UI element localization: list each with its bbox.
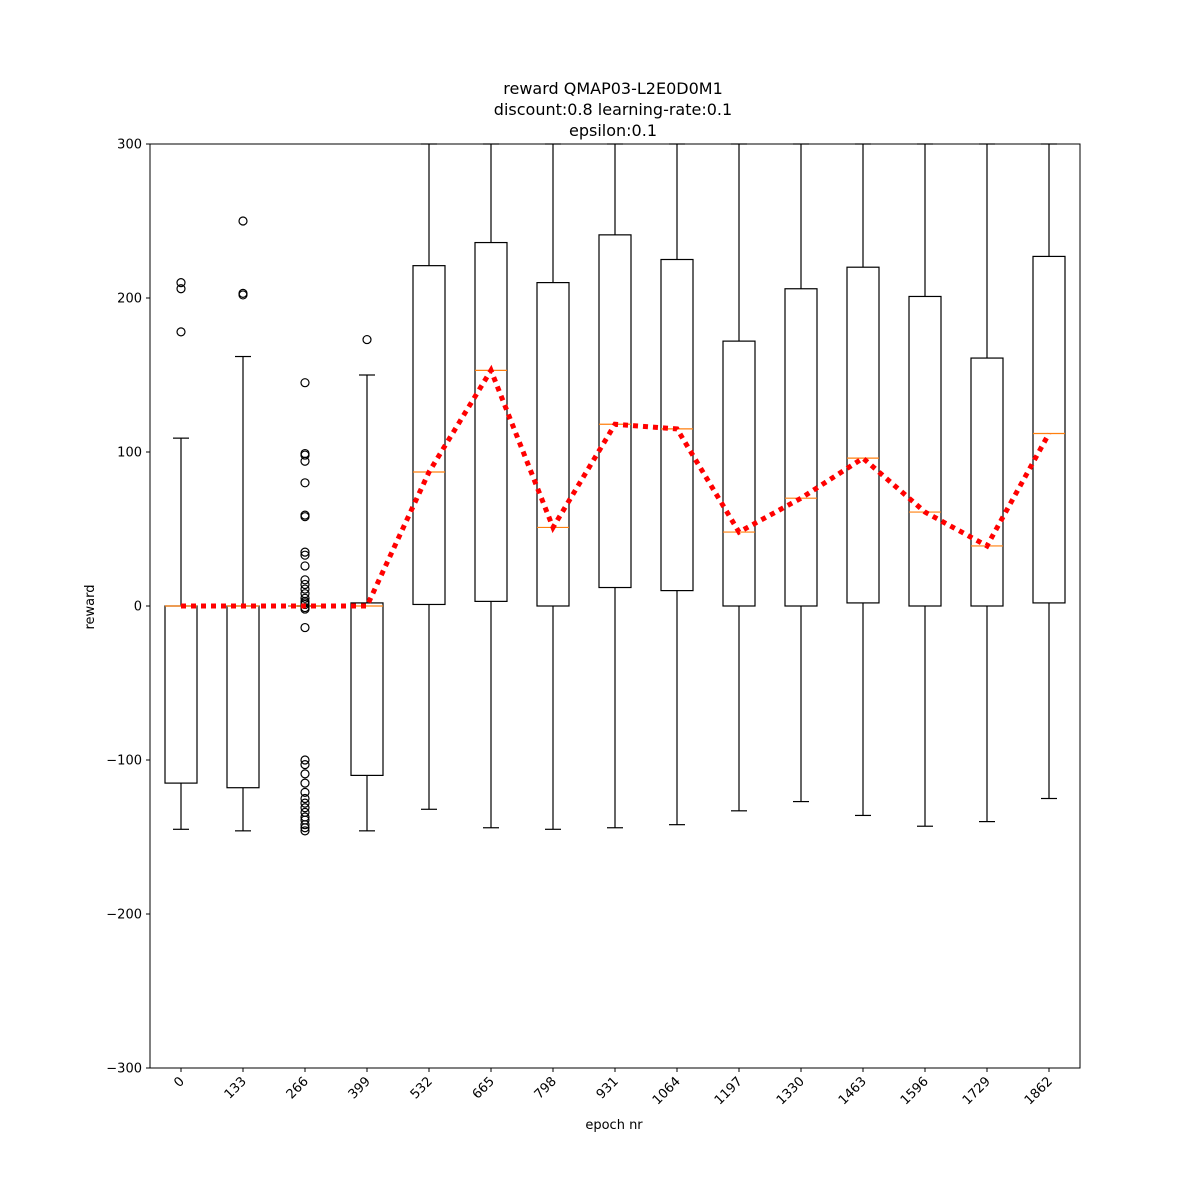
outlier-point	[300, 826, 310, 836]
y-axis-label: reward	[83, 584, 98, 629]
outlier-point	[300, 769, 310, 779]
box-iqr	[474, 241, 508, 602]
outlier-point	[300, 793, 310, 804]
outlier-point	[300, 778, 310, 788]
box-group-1330	[784, 143, 818, 803]
outlier-point	[300, 561, 310, 571]
outlier-point	[300, 787, 310, 797]
outlier-point	[300, 593, 310, 603]
outlier-point	[238, 216, 248, 226]
title-line-1: reward QMAP03-L2E0D0M1	[503, 79, 723, 98]
box-group-1596	[908, 143, 942, 827]
x-tick-label: 1463	[836, 1074, 870, 1108]
box-iqr	[598, 234, 632, 589]
y-tick-label: −100	[106, 754, 142, 769]
x-tick-label: 1596	[898, 1074, 932, 1108]
box-iqr	[1032, 255, 1066, 604]
outlier-point	[300, 579, 310, 590]
outlier-point	[176, 278, 186, 288]
box-iqr	[164, 605, 198, 784]
box-iqr	[908, 295, 942, 607]
title-line-2: discount:0.8 learning-rate:0.1	[494, 100, 732, 119]
x-axis: 0 133 266 399 532 665 798 931 1064 1197 1330 1463 15…	[171, 1068, 1056, 1108]
outlier-point	[300, 450, 310, 460]
outlier-point	[300, 478, 310, 488]
x-tick-label: 1862	[1022, 1074, 1056, 1108]
box-iqr	[722, 340, 756, 607]
outlier-point	[300, 575, 310, 585]
chart-title: reward QMAP03-L2E0D0M1 discount:0.8 lear…	[494, 79, 732, 140]
y-axis: −300 −200 −100 0 100 200 300	[106, 138, 150, 1077]
outlier-point	[362, 334, 372, 345]
x-tick-label: 931	[594, 1074, 622, 1102]
outlier-point	[300, 547, 310, 557]
x-tick-label: 665	[470, 1074, 498, 1102]
y-tick-label: −300	[106, 1062, 142, 1077]
box-iqr	[660, 258, 694, 592]
outlier-point	[300, 550, 310, 560]
x-tick-label: 399	[346, 1074, 374, 1102]
x-tick-label: 532	[408, 1074, 436, 1102]
outlier-point	[300, 589, 310, 599]
box-group-1862	[1032, 143, 1066, 800]
box-group-931	[598, 143, 632, 829]
outlier-point	[300, 823, 310, 833]
outlier-point	[300, 798, 310, 808]
outlier-point	[300, 512, 310, 522]
median-trend-line	[181, 364, 1052, 609]
outlier-point	[300, 803, 310, 813]
outlier-point	[300, 378, 310, 388]
x-tick-label: 1197	[712, 1074, 746, 1108]
x-tick-label: 266	[284, 1074, 312, 1102]
outlier-point	[238, 290, 248, 300]
box-iqr	[784, 288, 818, 607]
x-tick-label: 133	[222, 1074, 250, 1102]
box-iqr	[536, 282, 570, 607]
x-tick-label: 1064	[650, 1074, 684, 1108]
outlier-point	[176, 284, 186, 294]
box-group-665	[474, 143, 508, 829]
box-group-1197	[722, 143, 756, 812]
outlier-point	[300, 584, 310, 594]
box-iqr	[970, 357, 1004, 607]
box-group-1064	[660, 143, 694, 826]
outlier-point	[300, 622, 310, 633]
box-iqr	[226, 605, 260, 789]
box-group-1729	[970, 143, 1004, 823]
box-group-798	[536, 143, 570, 830]
box-iqr	[846, 266, 880, 604]
y-tick-label: 300	[117, 138, 142, 153]
y-tick-label: 100	[117, 446, 142, 461]
outlier-point	[176, 327, 186, 337]
outlier-point	[300, 456, 310, 466]
x-axis-label: epoch nr	[585, 1118, 643, 1133]
x-tick-label: 1330	[774, 1074, 808, 1108]
y-tick-label: −200	[106, 908, 142, 923]
outlier-point	[300, 760, 310, 770]
title-line-3: epsilon:0.1	[569, 121, 657, 140]
box-group-133	[226, 216, 260, 832]
box-group-0	[164, 278, 198, 830]
y-tick-label: 0	[134, 600, 142, 615]
box-iqr	[350, 602, 384, 776]
x-tick-label: 1729	[960, 1074, 994, 1108]
x-tick-label: 0	[171, 1074, 187, 1090]
outlier-point	[300, 755, 310, 765]
box-group-532	[412, 143, 446, 810]
plot-area	[149, 143, 1081, 1069]
box-iqr	[412, 265, 446, 606]
y-tick-label: 200	[117, 292, 142, 307]
x-tick-label: 798	[532, 1074, 560, 1102]
outlier-point	[300, 807, 310, 817]
box-group-1463	[846, 143, 880, 817]
outlier-point	[300, 820, 310, 830]
box-group-399	[350, 334, 384, 832]
